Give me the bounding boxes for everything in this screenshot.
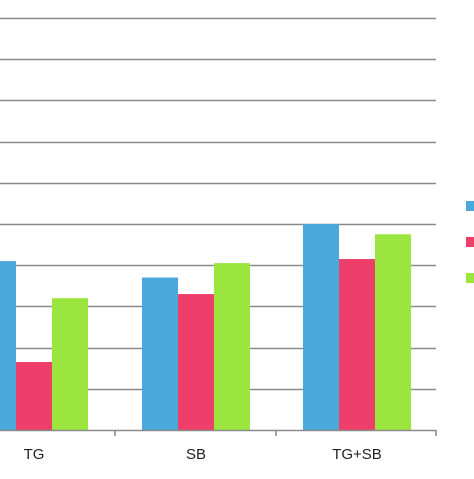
bars bbox=[0, 224, 411, 430]
bar-tg-sb-series-2 bbox=[339, 259, 375, 430]
x-tick-label: TG+SB bbox=[332, 446, 382, 463]
bar-sb-series-3 bbox=[214, 263, 250, 430]
x-tick-labels: TG SB TG+SB bbox=[24, 446, 382, 463]
legend-swatch-series-1 bbox=[466, 201, 474, 211]
x-axis bbox=[0, 429, 437, 436]
bar-tg-series-1 bbox=[0, 261, 16, 430]
legend bbox=[466, 201, 474, 283]
legend-swatch-series-2 bbox=[466, 237, 474, 247]
x-tick-label: TG bbox=[24, 446, 45, 463]
bar-sb-series-1 bbox=[142, 277, 178, 430]
bar-sb-series-2 bbox=[178, 294, 214, 430]
bar-tg-series-3 bbox=[52, 298, 88, 430]
bar-tg-series-2 bbox=[16, 362, 52, 430]
bar-tg-sb-series-1 bbox=[303, 224, 339, 430]
x-tick-label: SB bbox=[186, 446, 206, 463]
bar-tg-sb-series-3 bbox=[375, 234, 411, 430]
legend-swatch-series-3 bbox=[466, 273, 474, 283]
